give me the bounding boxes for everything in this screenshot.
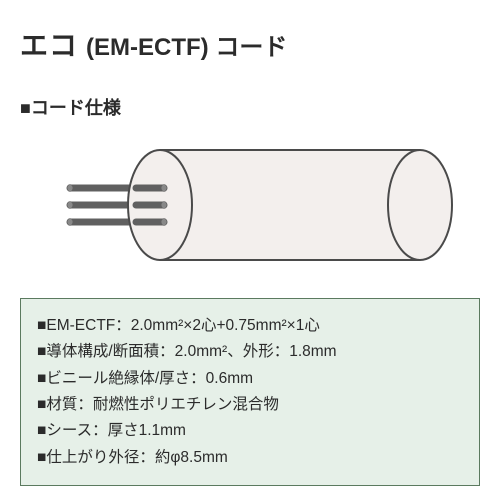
spec-box: EM-ECTF：2.0mm²×2心+0.75mm²×1心導体構成/断面積：2.0… bbox=[20, 298, 480, 486]
spec-line: 材質：耐燃性ポリエチレン混合物 bbox=[37, 392, 463, 418]
spec-line: シース：厚さ1.1mm bbox=[37, 418, 463, 444]
spec-line: 導体構成/断面積：2.0mm²、外形：1.8mm bbox=[37, 339, 463, 365]
spec-line: EM-ECTF：2.0mm²×2心+0.75mm²×1心 bbox=[37, 313, 463, 339]
section-label: ■コード仕様 bbox=[20, 94, 480, 120]
cable-svg bbox=[40, 140, 460, 270]
title-row: エコ (EM-ECTF) コード bbox=[20, 24, 480, 64]
spec-line: 仕上がり外径：約φ8.5mm bbox=[37, 445, 463, 471]
title-main: エコ bbox=[20, 24, 78, 64]
cable-diagram bbox=[20, 140, 480, 270]
title-sub: (EM-ECTF) コード bbox=[86, 27, 287, 62]
spec-line: ビニール絶縁体/厚さ：0.6mm bbox=[37, 366, 463, 392]
